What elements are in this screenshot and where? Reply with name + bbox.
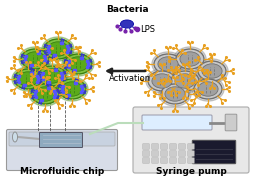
Ellipse shape — [58, 79, 86, 99]
Ellipse shape — [198, 82, 218, 96]
FancyBboxPatch shape — [161, 158, 167, 163]
FancyBboxPatch shape — [192, 140, 236, 164]
FancyBboxPatch shape — [152, 158, 158, 163]
Ellipse shape — [171, 71, 199, 91]
FancyBboxPatch shape — [188, 151, 194, 156]
Text: Microfluidic chip: Microfluidic chip — [20, 167, 104, 176]
Ellipse shape — [152, 52, 184, 76]
Ellipse shape — [62, 52, 94, 76]
Ellipse shape — [19, 47, 51, 71]
Ellipse shape — [202, 64, 222, 78]
Ellipse shape — [196, 59, 228, 83]
Ellipse shape — [148, 71, 176, 91]
Ellipse shape — [159, 82, 191, 106]
Ellipse shape — [120, 20, 134, 28]
FancyBboxPatch shape — [40, 132, 83, 147]
Ellipse shape — [56, 77, 88, 101]
Ellipse shape — [176, 49, 204, 69]
Ellipse shape — [62, 82, 82, 96]
Ellipse shape — [158, 57, 178, 71]
Text: Bacteria: Bacteria — [106, 5, 148, 14]
FancyBboxPatch shape — [152, 144, 158, 149]
Ellipse shape — [169, 69, 201, 93]
Ellipse shape — [154, 54, 182, 74]
Ellipse shape — [198, 61, 226, 81]
Ellipse shape — [36, 64, 68, 88]
FancyBboxPatch shape — [161, 144, 167, 149]
Ellipse shape — [48, 42, 68, 56]
Ellipse shape — [35, 87, 55, 101]
FancyBboxPatch shape — [225, 114, 237, 131]
Ellipse shape — [161, 84, 189, 104]
Ellipse shape — [175, 74, 195, 88]
FancyBboxPatch shape — [179, 151, 185, 156]
Ellipse shape — [44, 39, 72, 59]
Ellipse shape — [18, 72, 38, 86]
Text: LPS: LPS — [140, 25, 155, 33]
Ellipse shape — [25, 52, 45, 66]
Ellipse shape — [68, 57, 88, 71]
Text: Syringe pump: Syringe pump — [156, 167, 226, 176]
Ellipse shape — [42, 69, 62, 83]
FancyBboxPatch shape — [152, 151, 158, 156]
FancyBboxPatch shape — [7, 129, 118, 170]
FancyBboxPatch shape — [143, 158, 149, 163]
FancyBboxPatch shape — [179, 144, 185, 149]
FancyBboxPatch shape — [170, 151, 176, 156]
FancyBboxPatch shape — [142, 115, 212, 130]
FancyBboxPatch shape — [9, 132, 115, 146]
Ellipse shape — [165, 87, 185, 101]
FancyBboxPatch shape — [188, 158, 194, 163]
Ellipse shape — [42, 37, 74, 61]
Text: Activation: Activation — [109, 74, 151, 83]
FancyBboxPatch shape — [170, 144, 176, 149]
Ellipse shape — [180, 52, 200, 66]
Ellipse shape — [31, 84, 59, 104]
FancyBboxPatch shape — [133, 107, 249, 173]
Ellipse shape — [152, 74, 172, 88]
Ellipse shape — [64, 54, 92, 74]
FancyBboxPatch shape — [179, 158, 185, 163]
Ellipse shape — [14, 69, 42, 89]
Ellipse shape — [174, 47, 206, 71]
Ellipse shape — [146, 69, 178, 93]
Ellipse shape — [192, 77, 224, 101]
FancyBboxPatch shape — [143, 151, 149, 156]
Ellipse shape — [21, 49, 49, 69]
Ellipse shape — [38, 66, 66, 86]
Ellipse shape — [194, 79, 222, 99]
Ellipse shape — [29, 82, 61, 106]
FancyBboxPatch shape — [188, 144, 194, 149]
FancyBboxPatch shape — [143, 144, 149, 149]
Ellipse shape — [12, 132, 18, 142]
FancyBboxPatch shape — [170, 158, 176, 163]
FancyBboxPatch shape — [161, 151, 167, 156]
Ellipse shape — [12, 67, 44, 91]
